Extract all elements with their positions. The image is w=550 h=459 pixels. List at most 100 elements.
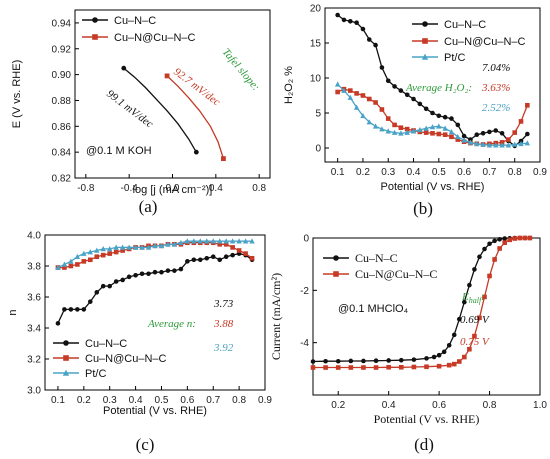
chart-1-data-point-pt-c <box>455 133 461 140</box>
chart-0-legend-marker-cu-n-c <box>92 17 98 23</box>
chart-3-data-point-cu-n-c <box>497 237 502 242</box>
chart-2-data-point-cu-n-c <box>191 257 197 263</box>
chart-2-data-point-pt-c <box>178 239 184 246</box>
chart-1-data-point-pt-c <box>417 126 423 133</box>
chart-1-data-point-cu-n-c <box>480 131 486 136</box>
chart-1-data-point-cu-n-c <box>442 114 448 120</box>
chart-3-data-point-cu-n-at-cu-n-c <box>512 236 518 241</box>
chart-3-legend-marker-cu-n-c <box>333 255 339 261</box>
chart-1-data-point-cu-n-c <box>411 96 416 102</box>
chart-2-data-point-pt-c <box>152 242 158 249</box>
chart-3-data-point-cu-n-at-cu-n-c <box>477 315 482 321</box>
chart-2-data-point-cu-n-at-cu-n-c <box>107 251 113 256</box>
chart-3-y-tick-label: -4 <box>300 338 309 349</box>
chart-0-y-tick-label: 0.82 <box>52 174 72 185</box>
chart-2-legend-marker-cu-n-at-cu-n-c <box>63 355 69 361</box>
chart-1-data-point-pt-c <box>493 142 499 148</box>
chart-1-data-point-cu-n-c <box>360 26 366 32</box>
chart-3-data-point-cu-n-at-cu-n-c <box>436 363 442 369</box>
chart-3-condition-note: @0.1 MHClO₄ <box>338 303 409 315</box>
chart-2-data-point-cu-n-at-cu-n-c <box>236 248 242 253</box>
chart-3-data-point-cu-n-at-cu-n-c <box>482 294 487 300</box>
chart-1-legend-label-pt-c: Pt/C <box>444 52 465 64</box>
chart-1-data-point-pt-c <box>499 142 505 148</box>
chart-1-legend-marker-cu-n-c <box>422 21 428 27</box>
chart-1-data-point-pt-c <box>404 129 410 135</box>
chart-2-data-point-cu-n-at-cu-n-c <box>249 255 255 261</box>
chart-1-x-tick-label: 0.2 <box>356 167 370 178</box>
chart-2-data-point-cu-n-at-cu-n-c <box>75 262 80 267</box>
chart-2-data-point-cu-n-c <box>210 254 216 259</box>
chart-1-data-point-cu-n-at-cu-n-c <box>449 134 454 140</box>
chart-2-data-point-cu-n-at-cu-n-c <box>230 245 235 250</box>
chart-2-y-tick-label: 3.2 <box>27 355 41 366</box>
chart-2-legend-label-pt-c: Pt/C <box>85 368 106 380</box>
chart-1-y-tick-label: 15 <box>310 39 322 50</box>
chart-2-data-point-cu-n-c <box>87 299 93 304</box>
chart-1-data-point-pt-c <box>429 124 436 130</box>
chart-1-legend-label-cu-n-c: Cu–N–C <box>444 19 486 31</box>
chart-2-data-point-pt-c <box>145 244 152 250</box>
chart-3-data-point-cu-n-c <box>467 282 472 288</box>
chart-1-data-point-pt-c <box>461 137 467 143</box>
chart-3-data-point-cu-n-at-cu-n-c <box>527 235 533 241</box>
chart-2-data-point-cu-n-c <box>81 307 87 312</box>
chart-1-data-point-pt-c <box>512 141 518 147</box>
chart-2-data-point-pt-c <box>68 258 74 264</box>
chart-2-data-point-pt-c <box>119 244 126 250</box>
chart-3-data-point-cu-n-c <box>472 267 477 272</box>
chart-0-y-tick-label: 0.94 <box>52 18 72 29</box>
chart-1-data-point-cu-n-at-cu-n-c <box>518 119 524 124</box>
chart-1-annotation-cu-n-c: 7.04% <box>482 62 510 74</box>
chart-1-data-point-cu-n-c <box>455 122 461 128</box>
chart-3-legend-marker-cu-n-at-cu-n-c <box>333 271 339 277</box>
chart-1-y-axis-label: H₂O₂ % <box>283 66 295 104</box>
chart-3-data-point-cu-n-c <box>436 352 442 358</box>
chart-1-data-point-cu-n-at-cu-n-c <box>398 125 404 130</box>
chart-2-data-point-pt-c <box>107 246 113 252</box>
chart-2-y-tick-label: 3.8 <box>27 262 41 273</box>
chart-3-data-point-cu-n-c <box>310 359 316 364</box>
chart-2-data-point-cu-n-c <box>100 283 106 289</box>
chart-3-data-point-cu-n-c <box>386 358 391 363</box>
chart-1-series-line-cu-n-at-cu-n-c <box>337 88 529 146</box>
chart-2-data-point-pt-c <box>165 241 171 247</box>
chart-3-data-point-cu-n-at-cu-n-c <box>522 235 528 241</box>
chart-1-data-point-pt-c <box>480 141 486 147</box>
chart-2-data-point-cu-n-at-cu-n-c <box>94 254 100 259</box>
chart-1-data-point-pt-c <box>360 112 366 119</box>
chart-1-data-point-pt-c <box>442 125 448 131</box>
chart-2-data-point-cu-n-c <box>159 269 164 275</box>
chart-3-annotation-cu-n-c: 0.69 V <box>460 314 490 326</box>
panel-d-label: (d) <box>414 435 434 454</box>
panel-c-electron-number-plot: (c) 0.1 0.2 0.3 0.4 0.5 0.6 0.7 0.8 0.9 3.0 3.2 3.4… <box>7 231 272 455</box>
chart-2-data-point-pt-c <box>223 238 229 244</box>
chart-3-data-point-cu-n-c <box>424 356 429 361</box>
chart-1-annotation-cu-n-at-cu-n-c: 3.63% <box>481 82 510 94</box>
chart-1-data-point-cu-n-c <box>385 78 391 84</box>
chart-0-y-tick-label: 0.90 <box>52 70 72 81</box>
chart-3-data-point-cu-n-c <box>451 332 457 338</box>
chart-2-data-point-pt-c <box>184 238 191 244</box>
chart-2-x-tick-label: 0.3 <box>103 395 117 406</box>
chart-1-data-point-cu-n-c <box>430 110 435 116</box>
chart-1-data-point-cu-n-c <box>474 132 480 137</box>
chart-1-data-point-pt-c <box>366 119 372 125</box>
chart-2-x-tick-label: 0.7 <box>206 395 220 406</box>
chart-2-data-point-pt-c <box>217 238 223 244</box>
chart-3-data-point-cu-n-at-cu-n-c <box>487 273 492 279</box>
chart-0-legend-label-cu-n-at-cu-n-c: Cu–N@Cu–N–C <box>114 32 196 44</box>
chart-3-data-point-cu-n-at-cu-n-c <box>373 365 379 370</box>
chart-1-x-tick-label: 0.3 <box>381 167 395 178</box>
chart-1-data-point-cu-n-at-cu-n-c <box>404 126 410 132</box>
chart-0-x-tick-label: 0.8 <box>252 183 266 194</box>
chart-2-data-point-pt-c <box>210 238 216 244</box>
chart-3-x-tick-label: 0.2 <box>331 400 345 411</box>
chart-2-data-point-pt-c <box>158 242 165 249</box>
panel-d-lsv-plot: (d) 0.2 0.4 0.6 0.8 1.0 0 -2 -4 Potential (V vs.… <box>269 234 547 455</box>
chart-2-data-point-cu-n-c <box>185 259 190 264</box>
chart-3-data-point-cu-n-c <box>348 358 354 364</box>
chart-3-data-point-cu-n-at-cu-n-c <box>502 240 507 246</box>
chart-1-y-tick-label: 5 <box>315 109 321 120</box>
chart-1-data-point-cu-n-at-cu-n-c <box>347 88 353 93</box>
